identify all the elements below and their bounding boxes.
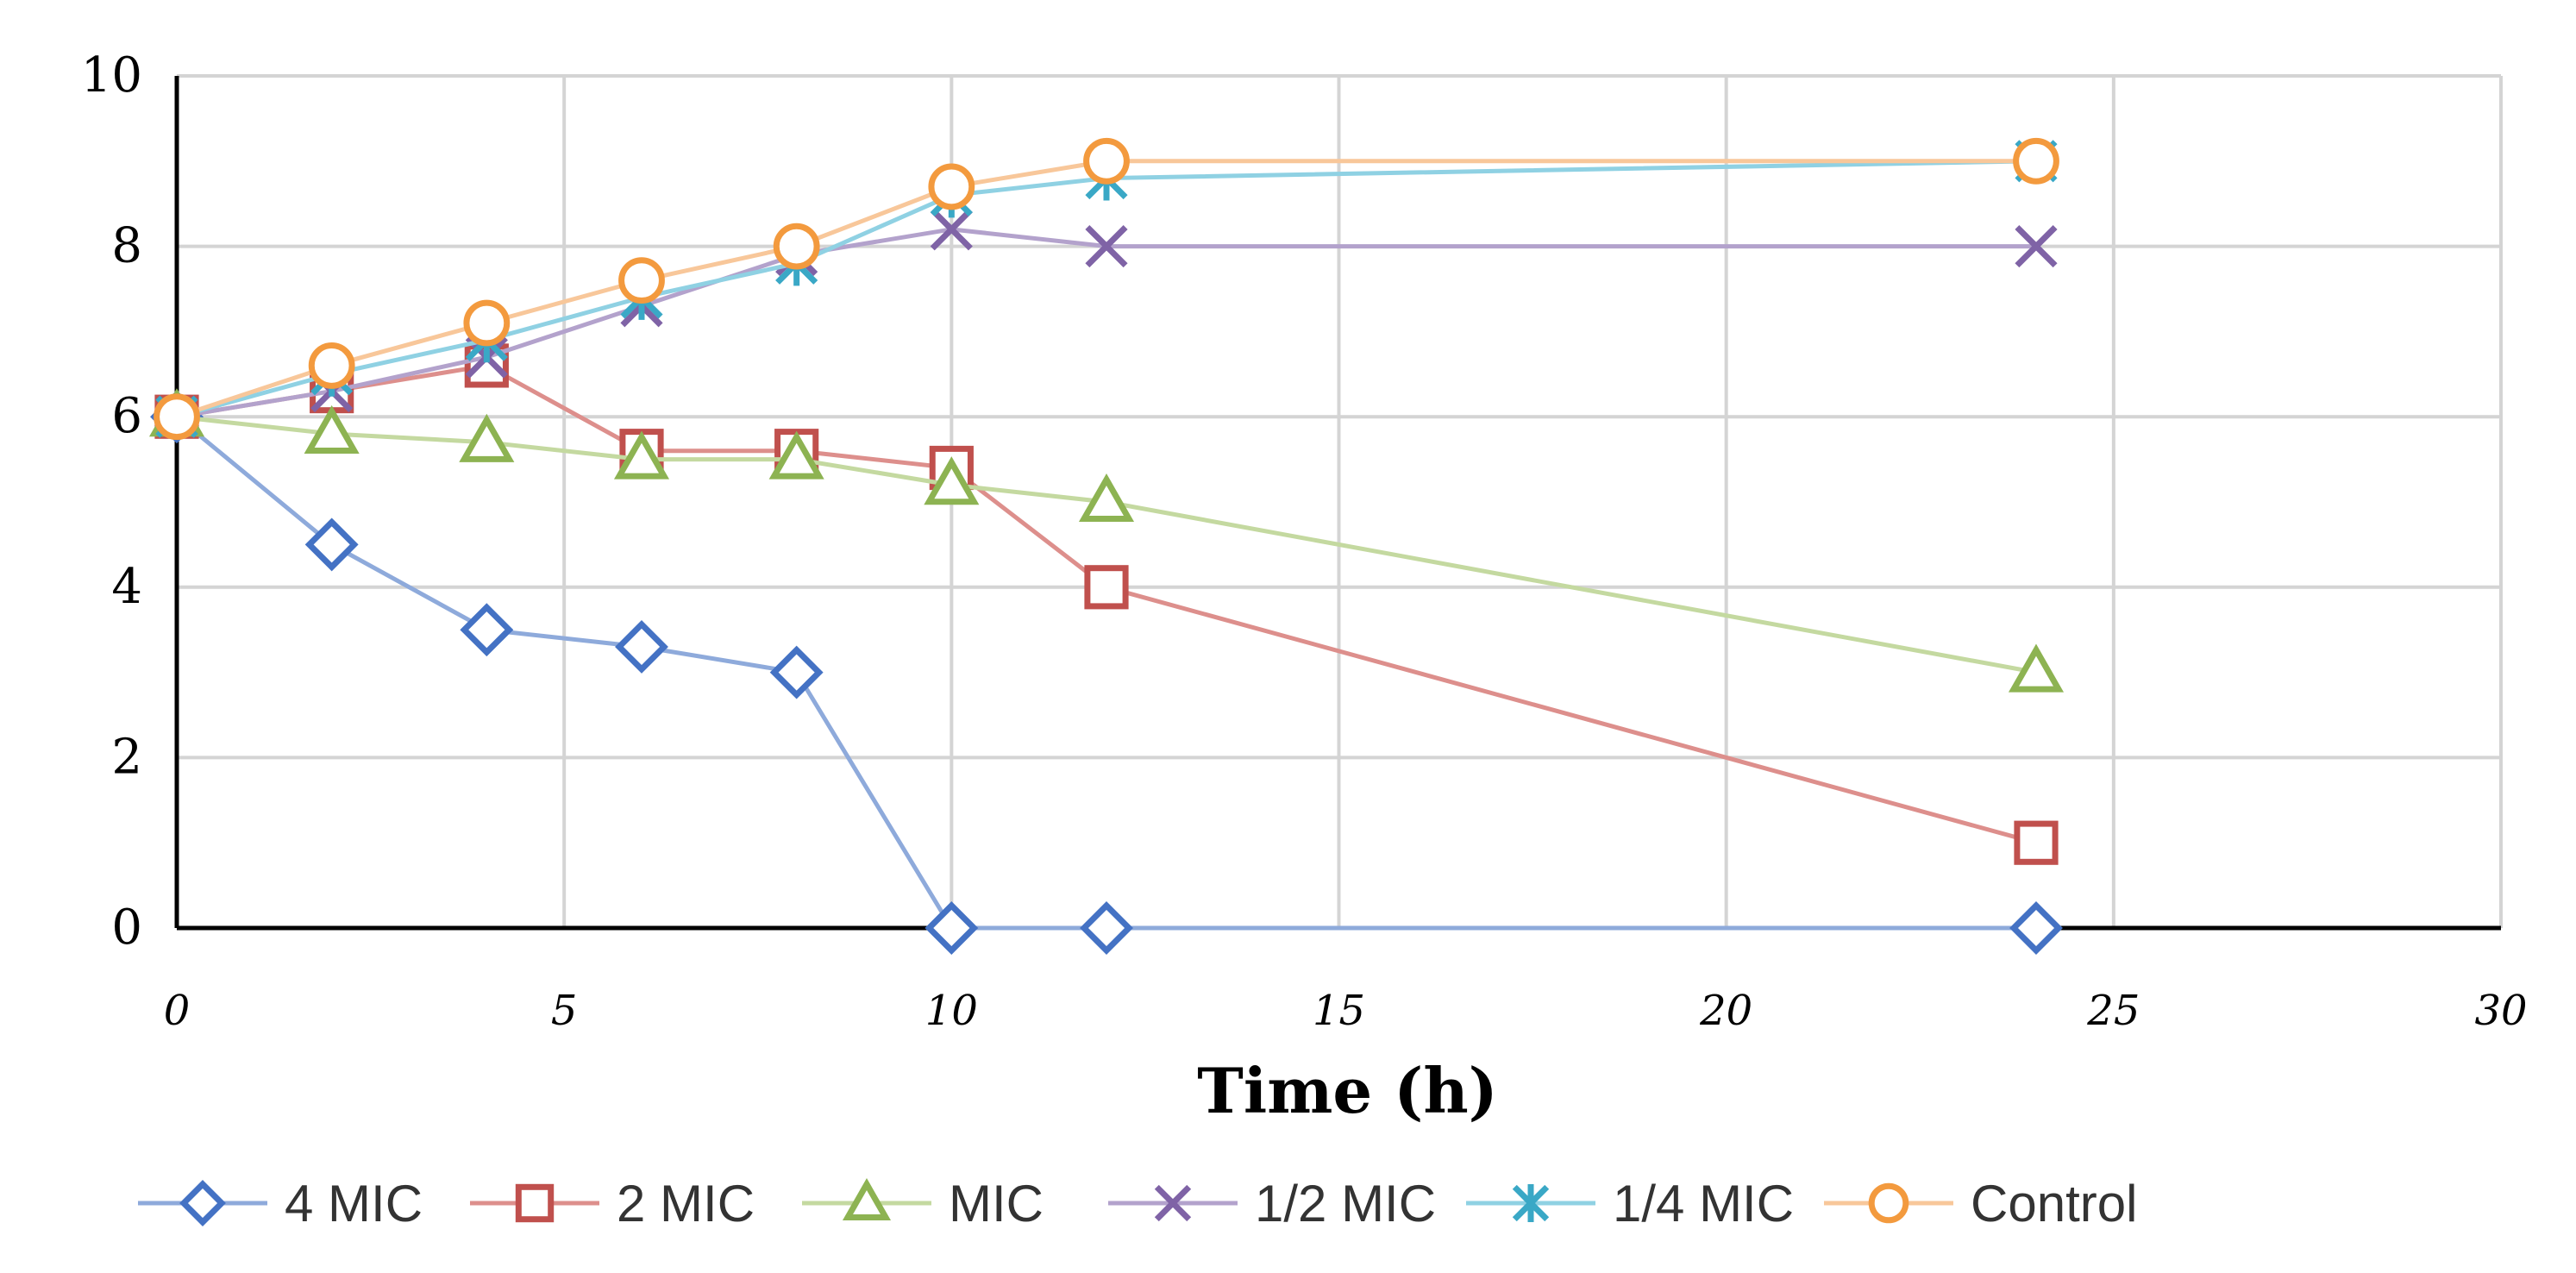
series-line: [176, 414, 2037, 675]
diamond-marker: [924, 901, 979, 955]
diamond-marker: [769, 645, 824, 699]
circle-marker: [154, 393, 200, 441]
circle-marker: [463, 299, 511, 347]
legend-label: MIC: [949, 1175, 1044, 1232]
series-line: [176, 227, 2036, 419]
series-control: [154, 137, 2059, 441]
x-axis-label: Time (h): [1197, 1054, 1497, 1127]
legend-item: 1/4 MIC: [1466, 1175, 1794, 1232]
legend-item: MIC: [802, 1175, 1044, 1232]
y-tick-label: 8: [111, 218, 142, 274]
series-mic: [148, 388, 2065, 693]
grid-lines: [177, 74, 2503, 928]
series-line: [176, 159, 2036, 419]
series-4-mic: [150, 390, 2063, 955]
square-marker: [1084, 565, 1129, 610]
x-tick-label: 5: [551, 987, 578, 1035]
legend-item: Control: [1824, 1175, 2137, 1232]
circle-marker: [1868, 1182, 1909, 1224]
triangle-marker: [2008, 643, 2065, 693]
diamond-marker: [615, 620, 668, 674]
diamond-marker: [304, 517, 359, 572]
triangle-marker: [768, 430, 824, 480]
x-tick-label: 0: [164, 987, 191, 1035]
x-marker: [1154, 1184, 1192, 1222]
circle-marker: [308, 342, 355, 389]
legend-label: 1/2 MIC: [1255, 1175, 1436, 1232]
circle-marker: [773, 223, 820, 270]
legend-label: 4 MIC: [285, 1175, 423, 1232]
x-tick-label: 25: [2086, 987, 2140, 1035]
diamond-marker: [1080, 901, 1133, 955]
star-marker: [1512, 1184, 1550, 1222]
diamond-marker: [179, 1180, 226, 1226]
legend-label: 1/4 MIC: [1613, 1175, 1794, 1232]
legend-item: 1/2 MIC: [1108, 1175, 1436, 1232]
square-marker: [2014, 820, 2059, 865]
y-tick-labels: 0 2 4 6 8 10: [81, 47, 142, 956]
circle-marker: [2013, 137, 2059, 185]
circle-marker: [1083, 137, 1130, 185]
circle-marker: [618, 257, 665, 304]
x-tick-label: 30: [2474, 987, 2527, 1035]
y-tick-label: 2: [111, 729, 142, 785]
x-marker: [2015, 225, 2058, 268]
diamond-marker: [460, 603, 514, 657]
x-tick-labels: 0 5 10 15 20 25 30: [164, 987, 2528, 1035]
legend: 4 MIC 2 MIC MIC 1/2 MIC 1/4 MIC Control: [138, 1175, 2137, 1232]
triangle-marker: [304, 404, 360, 454]
legend-label: Control: [1971, 1175, 2137, 1232]
x-tick-label: 15: [1313, 987, 1365, 1035]
legend-label: 2 MIC: [617, 1175, 755, 1232]
square-marker: [515, 1183, 555, 1223]
y-tick-label: 10: [81, 47, 142, 103]
triangle-marker: [613, 430, 670, 480]
triangle-marker: [842, 1177, 892, 1220]
legend-item: 4 MIC: [138, 1175, 423, 1232]
x-marker: [930, 208, 973, 251]
legend-item: 2 MIC: [470, 1175, 755, 1232]
y-tick-label: 6: [111, 388, 142, 444]
y-tick-label: 4: [111, 559, 142, 615]
x-tick-label: 20: [1699, 987, 1752, 1035]
x-tick-label: 10: [925, 987, 978, 1035]
triangle-marker: [1078, 473, 1135, 522]
y-tick-label: 0: [111, 900, 142, 956]
triangle-marker: [459, 413, 515, 462]
diamond-marker: [2009, 901, 2063, 955]
series-1-2-mic: [155, 208, 2058, 438]
x-marker: [1085, 225, 1128, 268]
series-line: [176, 159, 2037, 419]
circle-marker: [928, 163, 975, 210]
triangle-marker: [924, 456, 980, 505]
series-group: [148, 137, 2065, 955]
